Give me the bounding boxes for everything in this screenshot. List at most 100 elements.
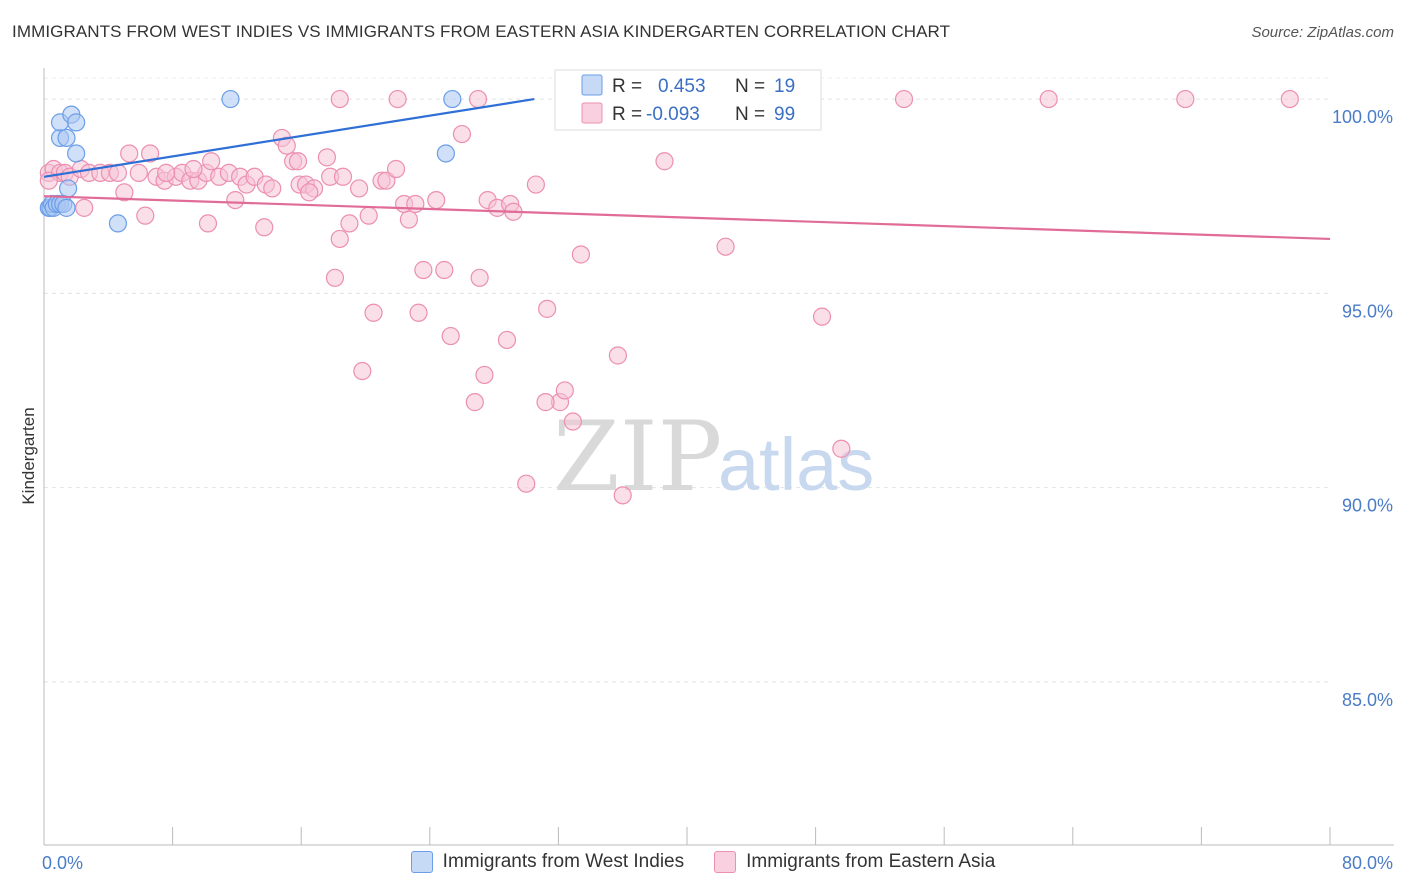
point-eastern-asia-73[interactable] [226,190,245,210]
point-eastern-asia-66[interactable] [812,307,832,326]
point-eastern-asia-74[interactable] [255,218,274,237]
swatch-eastern-asia [714,851,737,873]
y-tick-labels: 100.0% 95.0% 90.0% 85.0% [1332,107,1393,710]
point-eastern-asia-27[interactable] [263,179,282,198]
point-eastern-asia-72[interactable] [198,214,218,233]
point-eastern-asia-86[interactable] [465,393,484,412]
x-tick-label-0: 0.0% [42,853,83,873]
point-eastern-asia-70[interactable] [157,163,176,182]
point-eastern-asia-57[interactable] [538,299,557,318]
watermark-atlas: atlas [718,423,874,506]
point-eastern-asia-94[interactable] [894,89,914,109]
legend-r-value-1: 0.453 [658,76,706,97]
point-west-indies-13[interactable] [67,113,86,132]
point-eastern-asia-49[interactable] [435,260,454,280]
trend-lines [43,97,1331,241]
point-west-indies-11[interactable] [57,198,76,217]
point-eastern-asia-89[interactable] [330,89,349,109]
point-eastern-asia-84[interactable] [475,365,494,385]
legend-swatch-pink [581,102,603,124]
legend-r-value-2: -0.093 [646,104,700,125]
watermark: ZIP atlas [553,401,874,513]
point-eastern-asia-46[interactable] [406,194,425,214]
point-west-indies-14[interactable] [67,144,86,163]
point-eastern-asia-88[interactable] [536,393,555,412]
point-west-indies-10[interactable] [59,179,78,198]
trend-line-west-indies [43,97,535,178]
point-eastern-asia-79[interactable] [353,361,372,381]
y-tick-label-2: 90.0% [1342,496,1393,516]
legend-n-value-2: 99 [774,104,795,125]
point-eastern-asia-42[interactable] [377,171,396,190]
legend-label-west-indies: Immigrants from West Indies [442,851,685,872]
point-eastern-asia-82[interactable] [409,303,428,322]
point-eastern-asia-36[interactable] [333,167,353,186]
point-eastern-asia-50[interactable] [452,124,472,144]
point-eastern-asia-67[interactable] [832,439,851,458]
point-eastern-asia-20[interactable] [202,152,221,171]
stats-legend: R = 0.453 N = 19 R = -0.093 N = 99 [554,69,822,131]
point-west-indies-17[interactable] [443,89,462,109]
legend-n-label-1: N = [735,76,765,97]
point-west-indies-15[interactable] [108,214,128,233]
point-eastern-asia-56[interactable] [526,175,545,194]
point-eastern-asia-68[interactable] [115,183,134,202]
point-eastern-asia-75[interactable] [75,198,94,217]
point-eastern-asia-76[interactable] [288,152,308,171]
point-eastern-asia-37[interactable] [340,214,359,233]
point-eastern-asia-51[interactable] [470,268,489,287]
point-eastern-asia-39[interactable] [359,206,378,225]
series-legend: Immigrants from West Indies Immigrants f… [0,851,1406,873]
point-eastern-asia-87[interactable] [517,474,536,493]
axes [43,68,1394,846]
point-eastern-asia-61[interactable] [571,245,591,264]
point-eastern-asia-48[interactable] [427,190,446,210]
point-eastern-asia-10[interactable] [120,144,139,163]
point-eastern-asia-43[interactable] [386,159,406,179]
point-eastern-asia-90[interactable] [468,89,488,109]
source-credit: Source: ZipAtlas.com [1251,24,1394,41]
point-eastern-asia-64[interactable] [655,152,674,171]
point-eastern-asia-81[interactable] [388,89,407,109]
point-eastern-asia-59[interactable] [555,381,574,400]
point-eastern-asia-97[interactable] [1280,89,1299,109]
point-eastern-asia-47[interactable] [414,260,433,280]
point-eastern-asia-71[interactable] [184,159,203,179]
point-eastern-asia-65[interactable] [716,237,735,256]
point-eastern-asia-62[interactable] [608,346,627,365]
legend-n-value-1: 19 [774,76,795,97]
point-eastern-asia-80[interactable] [364,303,383,322]
x-tick-label-1: 80.0% [1342,853,1393,873]
point-eastern-asia-34[interactable] [317,148,337,167]
point-west-indies-9[interactable] [57,128,76,148]
legend-n-label-2: N = [735,104,765,125]
legend-item-eastern-asia[interactable]: Immigrants from Eastern Asia [714,851,995,873]
point-eastern-asia-83[interactable] [441,326,460,346]
point-eastern-asia-78[interactable] [325,268,345,287]
legend-r-label-2: R = [612,104,642,125]
point-eastern-asia-63[interactable] [613,486,632,505]
y-tick-label-3: 85.0% [1342,690,1393,710]
point-eastern-asia-85[interactable] [497,330,517,350]
point-eastern-asia-95[interactable] [1039,89,1058,109]
point-west-indies-16[interactable] [221,89,240,109]
legend-r-label-1: R = [612,76,642,97]
x-tick-labels: 0.0% 80.0% [42,853,1393,873]
point-eastern-asia-38[interactable] [349,179,369,198]
chart-title: IMMIGRANTS FROM WEST INDIES VS IMMIGRANT… [12,22,951,41]
point-west-indies-18[interactable] [436,144,455,163]
point-eastern-asia-60[interactable] [563,412,582,431]
legend-item-west-indies[interactable]: Immigrants from West Indies [410,851,685,873]
trend-line-eastern-asia [43,195,1331,241]
point-eastern-asia-69[interactable] [136,206,155,225]
y-tick-label-0: 100.0% [1332,107,1393,127]
point-eastern-asia-77[interactable] [300,183,319,202]
data-points [39,89,1299,505]
legend-label-eastern-asia: Immigrants from Eastern Asia [746,851,996,872]
point-eastern-asia-12[interactable] [140,144,160,163]
point-eastern-asia-40[interactable] [330,229,349,249]
point-eastern-asia-45[interactable] [399,210,419,229]
point-eastern-asia-11[interactable] [129,163,148,182]
point-eastern-asia-96[interactable] [1176,89,1195,109]
